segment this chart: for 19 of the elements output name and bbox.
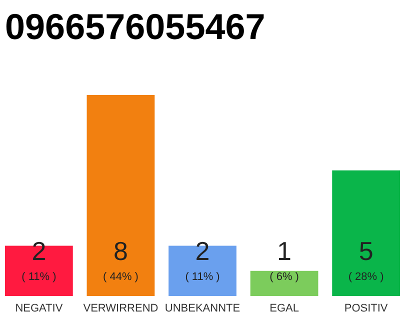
chart-title: 0966576055467 [5,6,266,47]
data-label: 2 [195,236,210,266]
annotation: ( 11% ) [22,271,56,283]
x-tick-label: VERWIRREND [83,302,158,314]
data-label: 8 [113,236,128,266]
x-tick-label: EGAL [270,302,299,314]
bar [250,270,318,296]
x-tick-label: NEGATIV [15,302,64,314]
bar [86,95,155,296]
data-label: 2 [32,236,46,266]
x-tick-label: POSITIV [344,302,388,314]
x-tick-label: UNBEKANNTE [164,302,240,314]
bar [332,170,400,296]
annotation: ( 11% ) [185,271,220,283]
data-label: 5 [358,236,374,266]
annotation: ( 28% ) [348,271,384,283]
data-label: 1 [277,236,292,266]
annotation: ( 6% ) [270,271,299,283]
annotation: ( 44% ) [102,271,138,283]
